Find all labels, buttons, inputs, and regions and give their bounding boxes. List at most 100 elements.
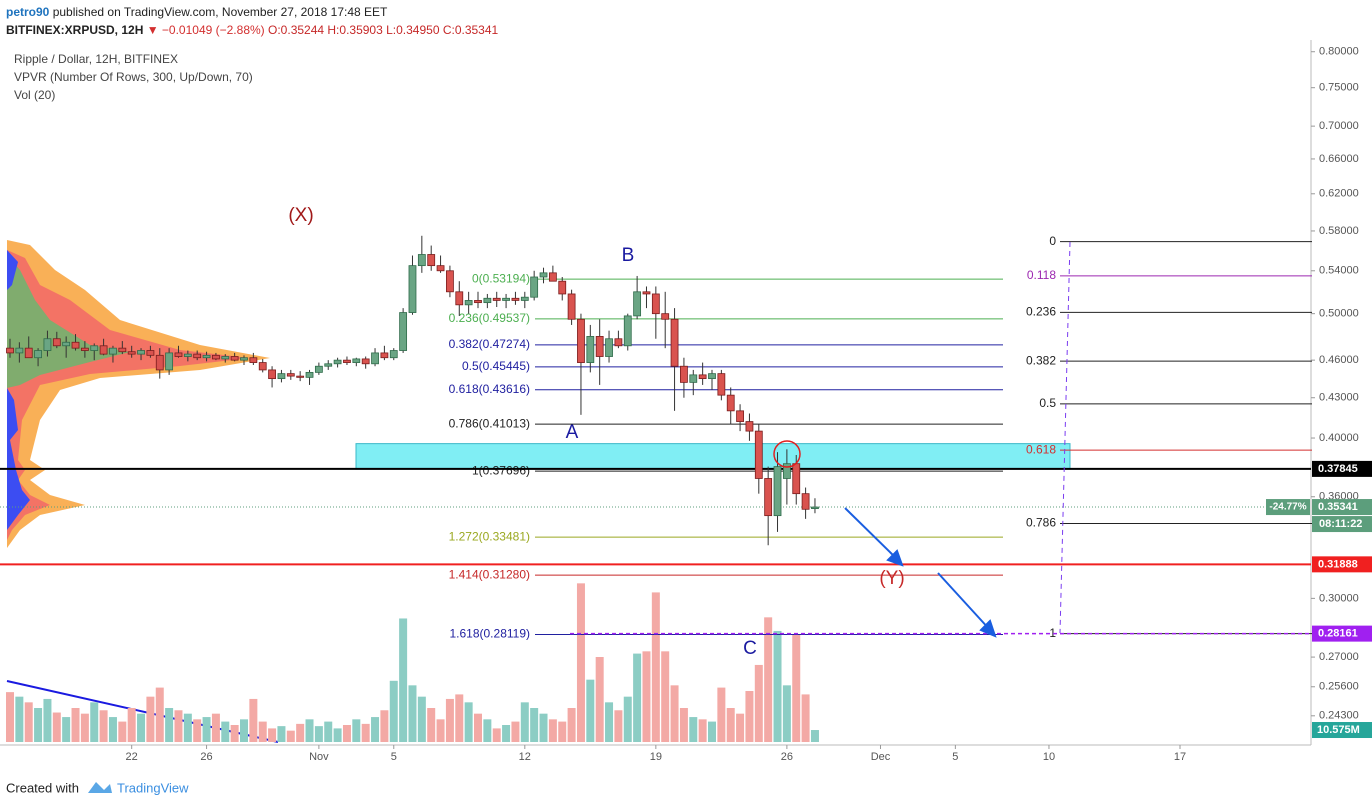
volume-bar xyxy=(633,653,642,742)
candle-body xyxy=(343,359,351,363)
candle-body xyxy=(436,265,445,272)
volume-bar xyxy=(52,712,61,742)
fib-label: 1(0.37696) xyxy=(472,463,530,477)
volume-box xyxy=(1312,722,1372,739)
candle-body xyxy=(146,350,155,356)
x-tick-label: 17 xyxy=(1174,751,1186,763)
volume-bar xyxy=(361,723,370,742)
volume-bar xyxy=(717,687,726,742)
dashed-vertical xyxy=(1059,241,1071,634)
candle-body xyxy=(24,347,33,359)
fib-label: 1.414(0.31280) xyxy=(449,567,530,581)
volume-bar xyxy=(165,708,174,742)
vpvr-blue xyxy=(7,250,30,530)
logo xyxy=(88,782,112,793)
candle-body xyxy=(736,410,744,422)
volume-bar xyxy=(642,651,651,742)
change-box xyxy=(1266,499,1310,516)
price-box-label: 0.31888 xyxy=(1318,558,1358,570)
volume-bar xyxy=(240,719,248,742)
y-tick-label: 0.25600 xyxy=(1319,681,1359,693)
volume-bar xyxy=(726,708,735,742)
volume-bar xyxy=(745,691,754,742)
volume-bar xyxy=(492,728,501,742)
candle-body xyxy=(792,463,801,495)
volume-bar xyxy=(764,617,773,742)
candle-body xyxy=(43,338,52,351)
volume-bar xyxy=(792,634,801,742)
volume-bar xyxy=(43,698,52,742)
arrow-head xyxy=(886,549,904,567)
volume-bar xyxy=(445,698,454,742)
volume-bar xyxy=(118,721,127,742)
arrow-head xyxy=(979,619,997,638)
legend-main: Ripple / Dollar, 12H, BITFINEX xyxy=(14,52,178,66)
volume-bar xyxy=(754,664,763,742)
fib-label: 0.382(0.47274) xyxy=(449,337,530,351)
candle-body xyxy=(174,352,183,357)
wave-label: (X) xyxy=(288,205,313,226)
volume-bar xyxy=(314,726,323,742)
candle-body xyxy=(286,373,295,377)
candle-body xyxy=(296,375,305,378)
symbol: BITFINEX:XRPUSD, 12H xyxy=(6,23,144,37)
candle-body xyxy=(511,297,520,301)
candle-body xyxy=(464,300,473,306)
fib-label: 0.5(0.45445) xyxy=(462,359,530,373)
volume-bar xyxy=(99,710,108,742)
volume-bar xyxy=(698,719,707,742)
candle-body xyxy=(539,272,548,278)
volume-bar xyxy=(333,728,342,742)
price-box xyxy=(1312,556,1372,573)
fib-label: 1.272(0.33481) xyxy=(449,529,530,543)
legend-vpvr: VPVR (Number Of Rows, 300, Up/Down, 70) xyxy=(14,70,253,84)
fib-right-label: 1 xyxy=(1049,626,1056,640)
footer-brand[interactable]: TradingView xyxy=(117,780,189,795)
candle-body xyxy=(268,369,276,380)
wave-label: C xyxy=(743,638,757,659)
candle-body xyxy=(71,341,80,349)
volume-bar xyxy=(352,719,361,742)
volume-bar xyxy=(661,651,670,742)
candle-body xyxy=(324,363,333,367)
y-tick-label: 0.80000 xyxy=(1319,46,1359,58)
volume-bar xyxy=(108,717,117,742)
volume-bar xyxy=(202,717,211,742)
volume-bar xyxy=(474,713,482,742)
candle-body xyxy=(680,365,688,383)
candle-body xyxy=(202,354,211,359)
price-box xyxy=(1312,460,1372,477)
volume-bar xyxy=(502,725,511,742)
volume-bar xyxy=(183,713,192,742)
volume-bar xyxy=(399,618,408,742)
volume-layer xyxy=(6,583,819,742)
volume-bar xyxy=(801,694,810,742)
y-tick-label: 0.70000 xyxy=(1319,120,1359,132)
volume-bar xyxy=(689,717,698,742)
x-tick-label: 10 xyxy=(1043,751,1055,763)
header: petro90 published on TradingView.com, No… xyxy=(6,3,498,39)
volume-bar xyxy=(455,694,464,742)
volume-bar xyxy=(371,717,380,742)
user[interactable]: petro90 xyxy=(6,5,50,19)
volume-bar xyxy=(548,719,557,742)
volume-bar xyxy=(258,721,267,742)
countdown-box xyxy=(1312,516,1372,533)
arrow xyxy=(937,572,992,632)
candle-body xyxy=(399,312,408,351)
candle-body xyxy=(305,371,314,378)
candle-body xyxy=(361,358,370,365)
footer-created: Created with xyxy=(6,780,79,795)
candle-body xyxy=(698,374,707,380)
candle-body xyxy=(586,336,595,363)
ohlc: O:0.35244 H:0.35903 L:0.34950 C:0.35341 xyxy=(268,23,499,37)
y-tick-label: 0.40000 xyxy=(1319,432,1359,444)
volume-bar xyxy=(773,630,782,742)
volume-bar xyxy=(80,713,89,742)
wave-label: B xyxy=(622,245,635,266)
candle-body xyxy=(155,354,164,371)
volume-bar xyxy=(389,680,398,742)
candle-body xyxy=(165,352,174,371)
candle-body xyxy=(6,347,14,354)
candle-body xyxy=(558,280,567,295)
